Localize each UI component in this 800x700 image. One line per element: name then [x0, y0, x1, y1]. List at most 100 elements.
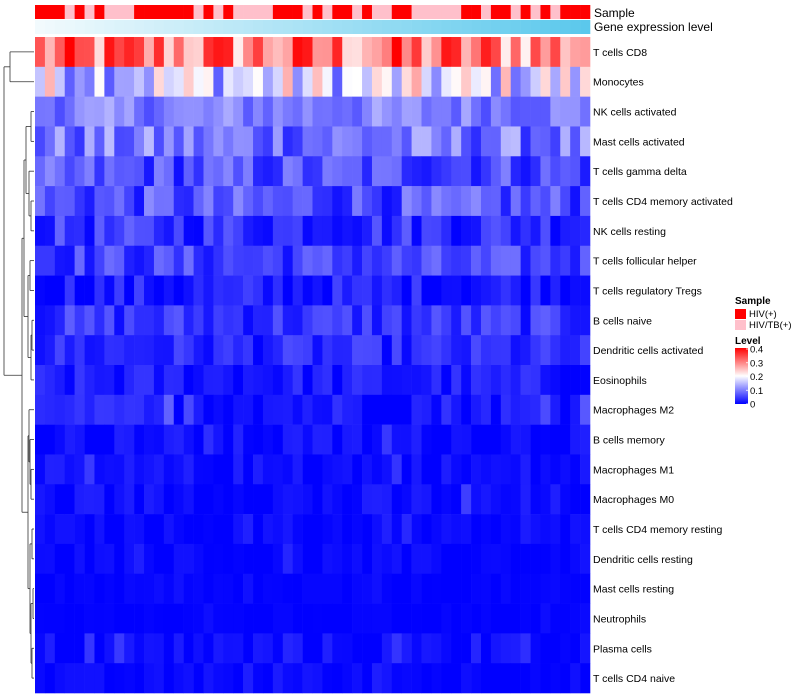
- gene-expression-annotation-cell: [233, 20, 244, 34]
- heatmap-cell: [550, 573, 561, 604]
- sample-annotation-cell: [560, 5, 571, 19]
- heatmap-cell: [461, 37, 472, 68]
- heatmap-cell: [322, 156, 333, 187]
- heatmap-cell: [362, 365, 373, 396]
- heatmap-cell: [124, 365, 135, 396]
- heatmap-cell: [213, 186, 224, 217]
- heatmap-cell: [272, 156, 284, 187]
- level-colorbar: [735, 348, 748, 404]
- heatmap-cell: [153, 454, 165, 485]
- heatmap-cell: [144, 186, 155, 217]
- heatmap-cell: [84, 245, 95, 276]
- heatmap-cell: [183, 394, 194, 425]
- sample-annotation-cell: [441, 5, 452, 19]
- annotation-bars: [35, 5, 591, 34]
- heatmap-cell: [203, 454, 214, 485]
- heatmap-cell: [163, 275, 175, 306]
- heatmap-cell: [243, 37, 254, 68]
- sample-annotation-cell: [471, 5, 482, 19]
- heatmap-cell: [411, 275, 422, 306]
- heatmap-cell: [292, 186, 303, 217]
- heatmap-cell: [381, 543, 393, 575]
- heatmap-cell: [421, 543, 432, 575]
- heatmap-cell: [74, 96, 85, 127]
- heatmap-cell: [54, 394, 66, 425]
- heatmap-cell: [94, 514, 105, 545]
- heatmap-cell: [550, 633, 561, 664]
- heatmap-cell: [312, 126, 323, 157]
- heatmap-cell: [471, 454, 482, 485]
- gene-expression-annotation-cell: [292, 20, 303, 34]
- heatmap-cell: [550, 96, 561, 127]
- heatmap-cell: [163, 573, 175, 604]
- heatmap-cell: [282, 454, 293, 485]
- heatmap-cell: [44, 424, 56, 455]
- heatmap-cell: [272, 245, 284, 276]
- heatmap-cell: [530, 514, 541, 545]
- heatmap-cell: [243, 484, 254, 515]
- heatmap-cell: [163, 454, 175, 485]
- heatmap-cell: [312, 215, 323, 247]
- heatmap-cell: [500, 126, 512, 157]
- heatmap-cell: [322, 484, 333, 515]
- heatmap-cell: [134, 186, 145, 217]
- heatmap-cell: [302, 275, 313, 306]
- heatmap-cell: [421, 186, 432, 217]
- heatmap-cell: [193, 215, 204, 247]
- heatmap-cell: [64, 335, 75, 366]
- heatmap-cell: [371, 394, 383, 425]
- heatmap-cell: [173, 66, 184, 97]
- heatmap-cell: [35, 394, 46, 425]
- heatmap-cell: [451, 484, 462, 515]
- heatmap-cell: [183, 305, 194, 336]
- heatmap-cell: [520, 186, 531, 217]
- heatmap-cell: [35, 573, 46, 604]
- heatmap-cell: [262, 335, 274, 366]
- heatmap-cell: [480, 305, 492, 336]
- row-label: NK cells activated: [593, 107, 677, 119]
- heatmap-cell: [480, 96, 492, 127]
- gene-expression-annotation-cell: [510, 20, 521, 34]
- heatmap-cell: [510, 514, 521, 545]
- heatmap-cell: [570, 514, 581, 545]
- heatmap-cell: [332, 394, 343, 425]
- heatmap-cell: [282, 156, 293, 187]
- heatmap-cell: [153, 394, 165, 425]
- gene-expression-annotation-cell: [282, 20, 293, 34]
- heatmap-cell: [550, 37, 561, 68]
- heatmap-cell: [401, 96, 412, 127]
- heatmap-cell: [431, 394, 442, 425]
- heatmap-cell: [560, 156, 571, 187]
- heatmap-cell: [292, 126, 303, 157]
- heatmap-cell: [411, 186, 422, 217]
- gene-expression-annotation-cell: [362, 20, 373, 34]
- heatmap-cell: [183, 484, 194, 515]
- heatmap-cell: [183, 603, 194, 634]
- heatmap-cell: [471, 305, 482, 336]
- heatmap-cell: [94, 245, 105, 276]
- heatmap-cell: [84, 37, 95, 68]
- heatmap-cell: [173, 484, 184, 515]
- row-label: Macrophages M0: [593, 494, 674, 506]
- heatmap-cell: [322, 454, 333, 485]
- heatmap-cell: [203, 96, 214, 127]
- heatmap-cell: [381, 215, 393, 247]
- heatmap-cell: [471, 543, 482, 575]
- heatmap-cell: [431, 215, 442, 247]
- heatmap-cell: [381, 275, 393, 306]
- level-ticks: 0.4 0.3 0.2 0.1 0: [746, 345, 763, 411]
- heatmap-cell: [312, 514, 323, 545]
- heatmap-cell: [580, 394, 591, 425]
- heatmap-cell: [114, 96, 125, 127]
- heatmap-cell: [362, 126, 373, 157]
- heatmap-cell: [302, 305, 313, 336]
- heatmap-cell: [114, 424, 125, 455]
- heatmap-cell: [530, 96, 541, 127]
- heatmap-cell: [282, 96, 293, 127]
- heatmap-cell: [272, 186, 284, 217]
- heatmap-cell: [144, 573, 155, 604]
- heatmap-cell: [193, 484, 204, 515]
- heatmap-cell: [74, 633, 85, 664]
- heatmap-cell: [342, 663, 353, 694]
- heatmap-cell: [362, 573, 373, 604]
